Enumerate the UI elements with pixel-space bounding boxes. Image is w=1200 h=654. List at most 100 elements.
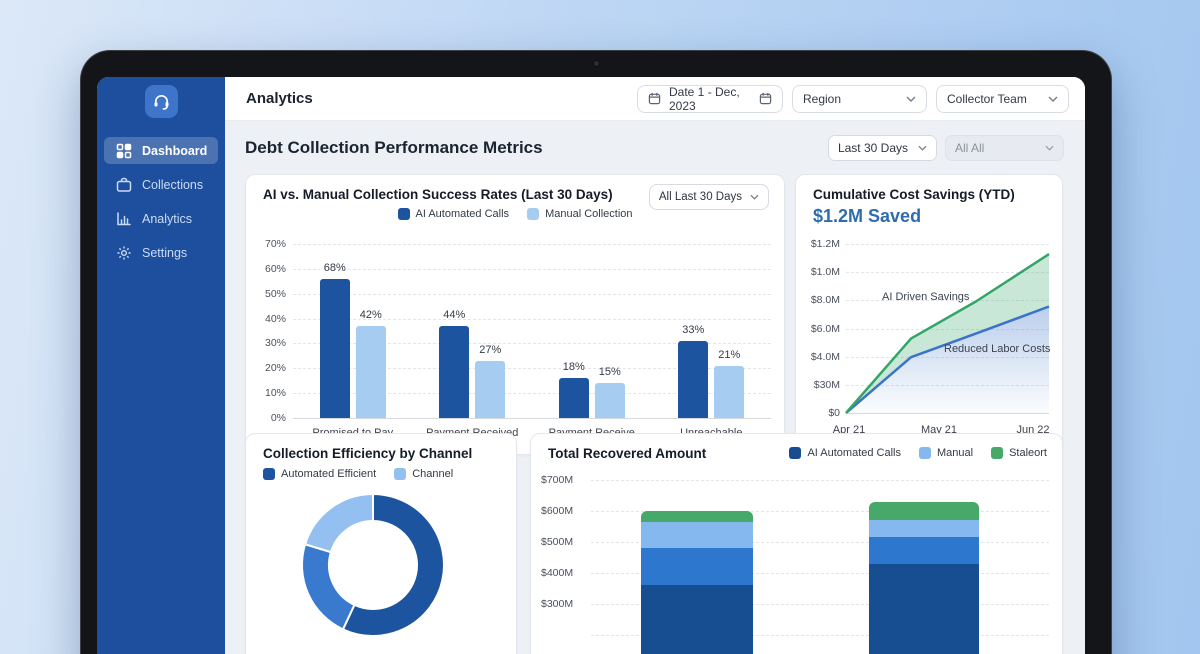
donut-chart-canvas bbox=[301, 492, 445, 637]
bar-manual bbox=[475, 360, 506, 418]
donut-segment-automated bbox=[341, 492, 445, 637]
gridline bbox=[846, 413, 1049, 414]
bar-segment bbox=[641, 511, 753, 522]
bar-segment bbox=[641, 585, 753, 654]
y-tick-label: 0% bbox=[270, 412, 286, 424]
sidebar-item-analytics[interactable]: Analytics bbox=[104, 205, 218, 232]
y-tick-label: $8.0M bbox=[810, 294, 840, 307]
chevron-down-icon bbox=[1048, 95, 1058, 102]
scope-select[interactable]: All All bbox=[945, 135, 1064, 161]
section-header: Debt Collection Performance Metrics Last… bbox=[245, 135, 1064, 161]
bar-ai bbox=[439, 326, 470, 418]
legend-item: AI Automated Calls bbox=[397, 208, 510, 220]
legend-swatch bbox=[991, 447, 1004, 459]
savings-headline: $1.2M Saved bbox=[813, 206, 922, 226]
chart-legend: AI Automated Calls Manual Collection bbox=[246, 208, 784, 220]
gridline bbox=[591, 542, 1049, 543]
chevron-down-icon bbox=[918, 145, 927, 151]
y-tick-label: 10% bbox=[264, 387, 286, 400]
period-select[interactable]: Last 30 Days bbox=[827, 135, 937, 161]
main-area: Analytics Date 1 - Dec, 2023 Region bbox=[225, 77, 1085, 654]
scope-select-value: All All bbox=[955, 141, 985, 155]
gridline bbox=[591, 480, 1049, 481]
donut-segment-mixed bbox=[301, 542, 356, 631]
chart-legend: AI Automated Calls Manual Staleort bbox=[789, 447, 1047, 459]
grid-icon bbox=[115, 142, 132, 159]
legend-label: AI Automated Calls bbox=[807, 447, 901, 459]
webcam-dot bbox=[593, 60, 600, 67]
app-screen: Dashboard Collections Analytics Settings An… bbox=[97, 77, 1085, 654]
y-tick-label: $1.2M bbox=[810, 238, 840, 250]
gridline bbox=[846, 328, 1049, 330]
card-cost-savings: Cumulative Cost Savings (YTD) $1.2M Save… bbox=[795, 174, 1063, 455]
legend-label: AI Automated Calls bbox=[415, 208, 510, 220]
bar-segment bbox=[641, 521, 753, 549]
gridline bbox=[293, 318, 771, 320]
y-tick-label: $700M bbox=[541, 474, 574, 486]
gridline bbox=[846, 272, 1049, 274]
chart-range-select[interactable]: All Last 30 Days bbox=[648, 184, 769, 210]
bar-segment bbox=[869, 520, 979, 538]
bar-ai bbox=[678, 340, 709, 418]
sidebar: Dashboard Collections Analytics Settings bbox=[97, 77, 225, 654]
sidebar-item-dashboard[interactable]: Dashboard bbox=[104, 137, 218, 164]
chart-legend: Automated Efficient Channel bbox=[263, 468, 453, 480]
legend-label: Channel bbox=[412, 468, 454, 480]
gridline bbox=[293, 368, 771, 370]
calendar-icon bbox=[759, 92, 772, 105]
card-total-recovered: Total Recovered Amount AI Automated Call… bbox=[530, 433, 1063, 654]
legend-swatch bbox=[527, 208, 540, 220]
date-range-picker[interactable]: Date 1 - Dec, 2023 bbox=[637, 84, 783, 113]
app-logo[interactable] bbox=[145, 85, 178, 118]
chevron-down-icon bbox=[906, 95, 916, 102]
legend-item: Automated Efficient bbox=[263, 468, 376, 480]
stacked-bar bbox=[641, 511, 753, 654]
legend-swatch bbox=[397, 208, 410, 220]
y-tick-label: 30% bbox=[264, 337, 286, 350]
bar-segment bbox=[869, 501, 979, 521]
chart-title: Cumulative Cost Savings (YTD) bbox=[813, 187, 1015, 202]
legend-label: Automated Efficient bbox=[281, 468, 377, 480]
gridline bbox=[293, 393, 771, 395]
bar-value-label: 15% bbox=[598, 366, 621, 379]
chart-title: AI vs. Manual Collection Success Rates (… bbox=[263, 187, 613, 202]
bar-manual bbox=[355, 326, 386, 418]
legend-label: Staleort bbox=[1009, 447, 1047, 459]
bar-value-label: 21% bbox=[718, 348, 741, 361]
bar-segment bbox=[869, 563, 979, 654]
gear-icon bbox=[115, 244, 132, 261]
chevron-down-icon bbox=[1045, 145, 1054, 151]
labor-costs-area bbox=[846, 306, 1049, 413]
chart-title: Collection Efficiency by Channel bbox=[263, 446, 473, 461]
ai-savings-line bbox=[845, 253, 1050, 414]
gridline bbox=[293, 418, 771, 419]
sidebar-item-label: Collections bbox=[142, 177, 204, 192]
y-tick-label: 70% bbox=[264, 238, 286, 250]
period-select-value: Last 30 Days bbox=[837, 141, 908, 155]
sidebar-item-settings[interactable]: Settings bbox=[104, 239, 218, 266]
bar-value-label: 33% bbox=[682, 323, 705, 336]
labor-costs-line bbox=[845, 305, 1050, 414]
bar-value-label: 18% bbox=[562, 361, 585, 374]
chevron-down-icon bbox=[750, 194, 759, 200]
collector-team-select[interactable]: Collector Team bbox=[936, 84, 1069, 113]
y-tick-label: $300M bbox=[541, 598, 574, 610]
line-annotation: Reduced Labor Costs bbox=[944, 343, 1051, 355]
y-tick-label: $0 bbox=[828, 407, 840, 419]
legend-item: Manual bbox=[919, 447, 973, 459]
stacked-bar bbox=[869, 501, 979, 654]
bar-value-label: 44% bbox=[443, 309, 466, 322]
sidebar-item-collections[interactable]: Collections bbox=[104, 171, 218, 198]
bar-ai bbox=[558, 378, 589, 418]
sidebar-item-label: Settings bbox=[142, 245, 188, 260]
collector-team-value: Collector Team bbox=[947, 91, 1027, 106]
card-efficiency-channel: Collection Efficiency by Channel Automat… bbox=[245, 433, 517, 654]
gridline bbox=[293, 343, 771, 345]
region-select[interactable]: Region bbox=[792, 84, 927, 113]
briefcase-icon bbox=[115, 176, 132, 193]
area-chart-canvas bbox=[845, 253, 1050, 414]
bar-manual bbox=[594, 383, 625, 418]
bar-segment bbox=[641, 548, 753, 586]
gridline bbox=[591, 635, 1049, 636]
chart-range-value: All Last 30 Days bbox=[658, 191, 742, 203]
